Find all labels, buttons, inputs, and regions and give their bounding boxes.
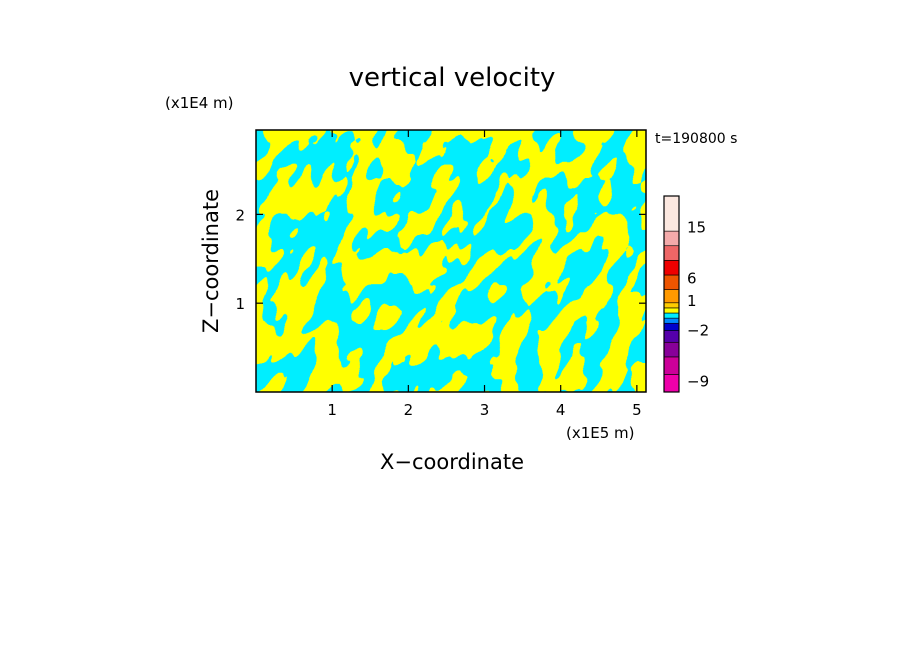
- x-scale-label: (x1E5 m): [566, 424, 635, 442]
- colorbar-tick-label: 1: [687, 292, 697, 310]
- colorbar-band: [663, 195, 680, 232]
- colorbar-tick-label: −2: [687, 322, 709, 340]
- colorbar-band: [663, 307, 680, 314]
- x-axis-title: X−coordinate: [380, 450, 524, 474]
- y-scale-label: (x1E4 m): [165, 94, 234, 112]
- field-negative: [256, 130, 646, 392]
- chart-title: vertical velocity: [349, 63, 556, 93]
- colorbar-band: [663, 374, 680, 393]
- colorbar-band: [663, 317, 680, 324]
- plot-frame: [255, 129, 647, 393]
- colorbar-band: [663, 260, 680, 276]
- colorbar-band: [663, 289, 680, 304]
- colorbar-band: [663, 230, 680, 247]
- colorbar-band: [663, 245, 680, 261]
- y-axis-title: Z−coordinate: [199, 189, 223, 333]
- colorbar: −9 −2 1 6 15: [663, 195, 709, 393]
- x-tick-label: 4: [556, 401, 566, 419]
- y-tick-label: 2: [235, 206, 245, 224]
- colorbar-band: [663, 322, 680, 331]
- colorbar-frame: [663, 195, 680, 393]
- colorbar-band: [663, 302, 680, 309]
- colorbar-band: [663, 341, 680, 358]
- colorbar-band: [663, 274, 680, 290]
- colorbar-tick-label: −9: [687, 372, 709, 390]
- time-label: t=190800 s: [655, 131, 737, 147]
- x-tick-label: 2: [404, 401, 414, 419]
- colorbar-band: [663, 356, 680, 375]
- colorbar-band: [663, 330, 680, 343]
- y-axis: 12: [235, 206, 646, 313]
- y-tick-label: 1: [235, 295, 245, 313]
- x-tick-label: 1: [327, 401, 337, 419]
- colorbar-band: [663, 312, 680, 319]
- x-tick-label: 3: [480, 401, 490, 419]
- x-tick-label: 5: [632, 401, 642, 419]
- plot-area: [256, 130, 646, 392]
- colorbar-tick-label: 15: [687, 219, 706, 237]
- x-axis: 1 2 3 4 5: [327, 130, 642, 419]
- colorbar-tick-label: 6: [687, 270, 697, 288]
